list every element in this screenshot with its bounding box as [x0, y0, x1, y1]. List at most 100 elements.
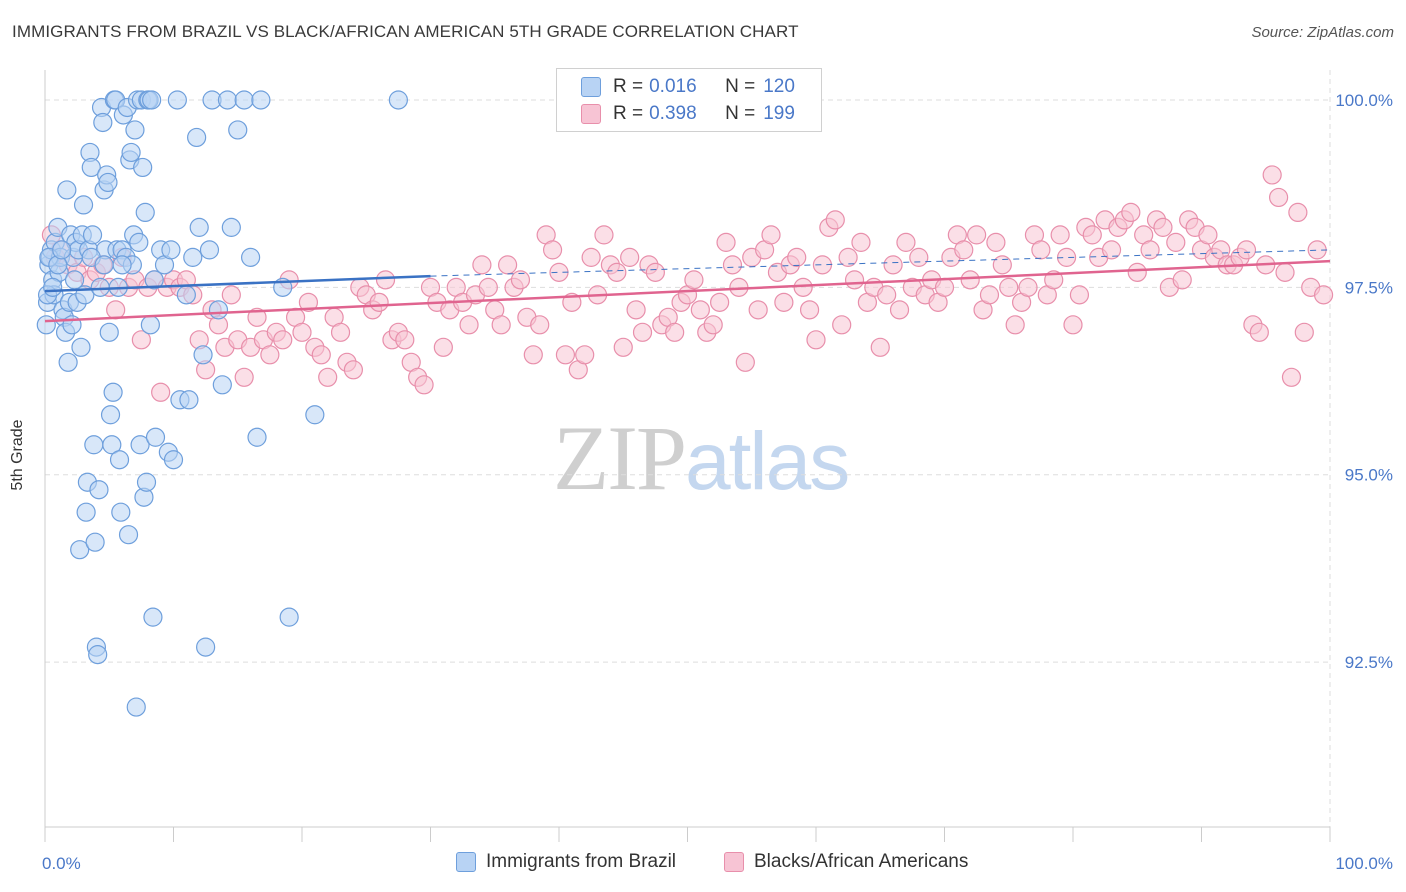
y-tick-label: 95.0% [1345, 466, 1393, 485]
point-black-african-american [1268, 187, 1289, 208]
point-brazil [142, 90, 162, 110]
point-black-african-american [1005, 315, 1025, 335]
point-brazil [208, 300, 229, 320]
point-black-african-american [626, 300, 646, 320]
point-black-african-american [613, 337, 633, 357]
point-black-african-american [343, 360, 363, 380]
point-brazil [305, 405, 325, 425]
point-brazil [241, 247, 261, 267]
y-tick-label: 92.5% [1345, 653, 1393, 672]
point-brazil [64, 270, 85, 290]
point-black-african-american [1063, 315, 1083, 335]
point-brazil [76, 502, 96, 522]
point-brazil [167, 90, 187, 110]
point-black-african-american [542, 240, 563, 260]
point-brazil [82, 225, 103, 245]
point-black-african-american [1121, 202, 1141, 223]
legend-item-brazil[interactable]: Immigrants from Brazil [456, 851, 676, 873]
point-black-african-american [1166, 232, 1186, 252]
point-black-african-american [472, 255, 492, 275]
correlation-legend: R = 0.016 N = 120 R = 0.398 N = 199 [556, 68, 822, 132]
point-brazil [247, 427, 267, 447]
point-brazil [217, 90, 238, 110]
point-brazil [145, 427, 166, 447]
point-black-african-american [992, 255, 1012, 275]
point-black-african-american [247, 307, 267, 327]
point-black-african-american [1262, 165, 1282, 185]
point-black-african-american [1153, 217, 1173, 237]
point-brazil [133, 157, 153, 178]
point-black-african-american [684, 270, 704, 290]
point-black-african-american [870, 337, 890, 357]
point-black-african-american [793, 277, 813, 297]
point-brazil [88, 645, 108, 665]
point-black-african-american [883, 255, 903, 275]
chart-title: IMMIGRANTS FROM BRAZIL VS BLACK/AFRICAN … [12, 22, 799, 41]
point-black-african-american [967, 225, 987, 245]
point-black-african-american [877, 285, 897, 305]
legend-item-black[interactable]: Blacks/African Americans [724, 851, 968, 873]
point-brazil [163, 450, 184, 470]
legend-swatch-blue [456, 852, 476, 872]
point-black-african-american [787, 247, 807, 267]
point-brazil [121, 142, 141, 163]
point-brazil [52, 240, 72, 260]
point-brazil [212, 375, 232, 395]
legend-n-value: 120 [763, 76, 795, 97]
series-legend: Immigrants from Brazil Blacks/African Am… [0, 851, 1406, 877]
point-black-african-american [999, 277, 1019, 297]
point-brazil [251, 90, 271, 110]
point-brazil [179, 390, 199, 410]
point-black-african-american [1050, 225, 1070, 245]
point-brazil [100, 405, 121, 425]
point-black-african-american [414, 375, 434, 395]
point-brazil [193, 345, 213, 365]
point-black-african-american [318, 367, 338, 387]
point-black-african-american [703, 315, 723, 335]
point-black-african-american [1281, 367, 1302, 387]
point-black-african-american [799, 300, 820, 320]
point-brazil [136, 472, 157, 492]
legend-n-value: 199 [763, 103, 795, 124]
point-black-african-american [832, 315, 852, 335]
point-brazil [70, 540, 90, 560]
point-black-african-american [478, 277, 498, 297]
point-black-african-american [838, 247, 858, 267]
point-black-african-american [491, 315, 511, 335]
point-black-african-american [221, 285, 241, 305]
point-black-african-american [1101, 240, 1122, 260]
point-brazil [94, 255, 114, 275]
watermark-zip: ZIP [553, 407, 687, 509]
legend-n-label: N = [725, 76, 756, 97]
legend-label-brazil: Immigrants from Brazil [486, 851, 677, 872]
legend-row-brazil: R = 0.016 N = 120 [581, 75, 795, 99]
trend-line-brazil-extension [430, 249, 1331, 277]
point-black-african-american [375, 270, 396, 290]
point-brazil [102, 435, 122, 455]
point-brazil [90, 277, 110, 297]
source-credit: Source: ZipAtlas.com [1251, 24, 1394, 41]
point-black-african-american [645, 262, 665, 282]
point-brazil [81, 157, 101, 178]
trend-line-brazil [44, 274, 431, 293]
point-brazil [135, 202, 155, 223]
point-brazil [221, 217, 241, 237]
point-black-african-american [889, 300, 910, 320]
point-black-african-american [1275, 262, 1295, 282]
trend-line-black-african-american [44, 259, 1331, 323]
legend-r-value: 0.398 [649, 103, 697, 124]
point-brazil [43, 277, 63, 297]
point-black-african-american [498, 255, 518, 275]
point-brazil [98, 172, 118, 193]
point-brazil [89, 480, 109, 500]
point-brazil [118, 525, 139, 545]
point-black-african-american [774, 292, 794, 312]
point-black-african-american [311, 345, 331, 365]
point-black-african-american [1172, 270, 1192, 290]
point-black-african-american [806, 330, 826, 350]
point-black-african-american [620, 247, 640, 267]
point-brazil [58, 352, 78, 372]
point-black-african-american [106, 300, 126, 320]
point-black-african-american [960, 270, 980, 290]
point-black-african-american [1288, 202, 1308, 223]
